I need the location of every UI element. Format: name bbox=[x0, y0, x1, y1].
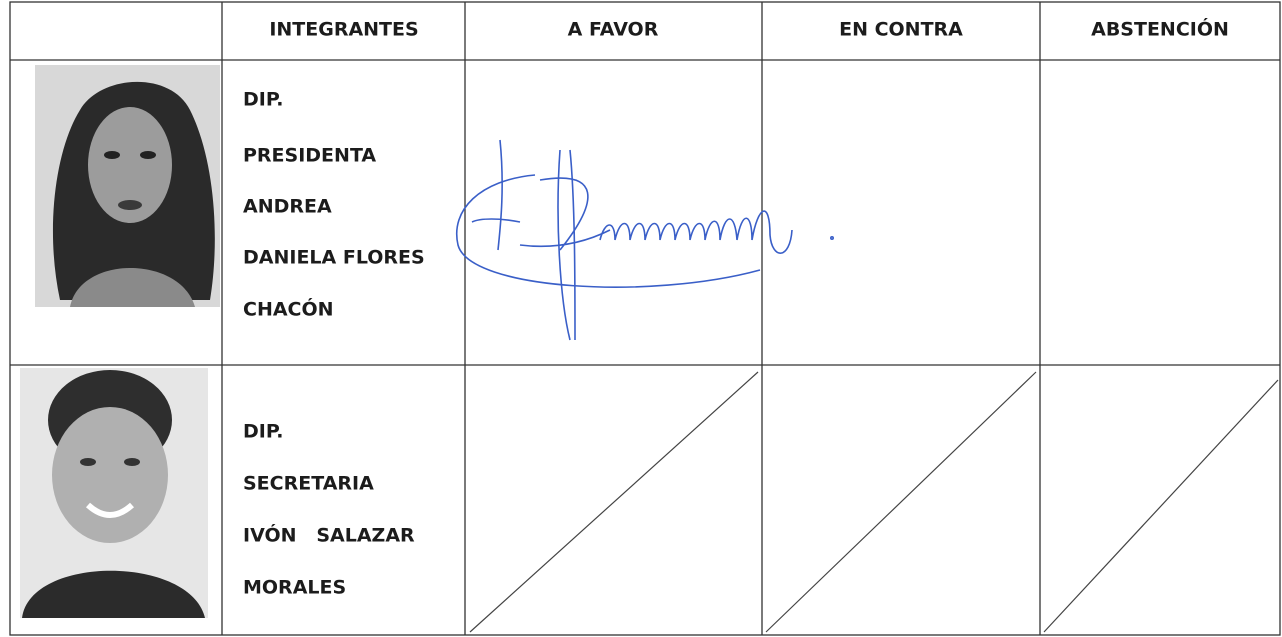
member-name-line: DANIELA FLORES bbox=[243, 247, 425, 269]
member-name-line: CHACÓN bbox=[243, 297, 334, 321]
member-name-line: DIP. bbox=[243, 421, 284, 443]
member-name-line: DIP. bbox=[243, 89, 284, 111]
signature bbox=[455, 139, 834, 341]
member-name-line: ANDREA bbox=[243, 196, 332, 218]
member-name-line: SECRETARIA bbox=[243, 473, 374, 495]
header-cell: ABSTENCIÓN bbox=[1091, 17, 1229, 41]
member-name-line: IVÓN SALAZAR bbox=[243, 523, 415, 547]
member-photo bbox=[35, 65, 220, 307]
member-name-line: MORALES bbox=[243, 577, 346, 599]
table-grid bbox=[9, 1, 1281, 636]
header-cell: A FAVOR bbox=[568, 19, 659, 41]
member-photo bbox=[20, 368, 208, 618]
empty-cell-strike bbox=[469, 371, 1279, 633]
member-name-line: PRESIDENTA bbox=[243, 145, 376, 167]
header-cell: INTEGRANTES bbox=[269, 19, 418, 41]
header-cell: EN CONTRA bbox=[839, 19, 963, 41]
